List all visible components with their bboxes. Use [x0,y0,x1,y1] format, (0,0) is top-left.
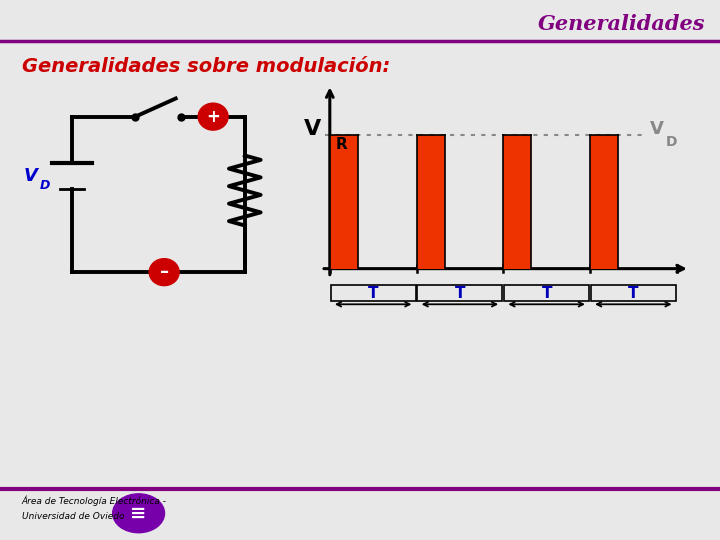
Bar [590,135,618,269]
Text: –: – [160,263,168,281]
Bar [418,285,503,301]
Bar [417,135,445,269]
Text: T: T [454,286,465,301]
Circle shape [149,259,179,286]
Text: T: T [541,286,552,301]
Circle shape [198,103,228,130]
Text: ≡: ≡ [130,504,147,523]
Bar [504,285,589,301]
Bar [330,135,358,269]
Text: Universidad de Oviedo: Universidad de Oviedo [22,512,124,521]
Text: $\mathbf{V}$: $\mathbf{V}$ [303,119,322,139]
Text: T: T [628,286,639,301]
Text: $\mathbf{R}$: $\mathbf{R}$ [335,136,348,152]
Text: D: D [40,179,50,192]
Text: V: V [23,167,37,185]
Text: T: T [368,286,379,301]
Text: Generalidades sobre modulación:: Generalidades sobre modulación: [22,57,390,76]
Bar [503,135,531,269]
Text: Generalidades: Generalidades [538,14,706,33]
Text: $\mathbf{V}$: $\mathbf{V}$ [649,120,665,138]
Text: $\mathbf{D}$: $\mathbf{D}$ [665,136,678,150]
Bar [591,285,676,301]
Text: Área de Tecnología Electrónica -: Área de Tecnología Electrónica - [22,496,166,506]
Bar [330,285,415,301]
Circle shape [112,494,164,532]
Text: +: + [206,107,220,126]
